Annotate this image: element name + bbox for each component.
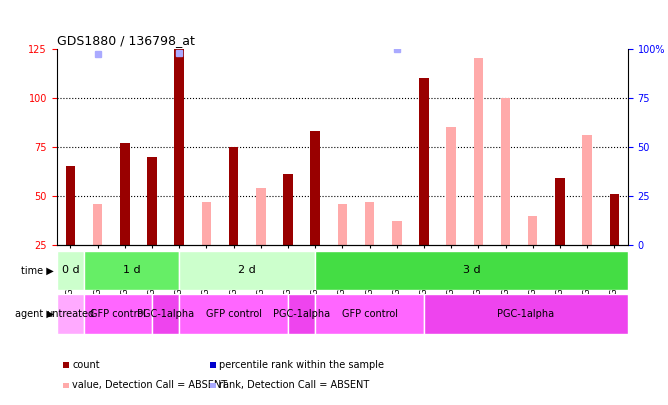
Text: GDS1880 / 136798_at: GDS1880 / 136798_at <box>57 34 194 47</box>
Text: GFP control: GFP control <box>206 309 262 319</box>
Text: rank, Detection Call = ABSENT: rank, Detection Call = ABSENT <box>219 380 369 390</box>
Bar <box>424 294 628 334</box>
Bar <box>365 202 374 245</box>
Bar <box>152 294 179 334</box>
Text: GFP control: GFP control <box>90 309 146 319</box>
Bar <box>174 49 184 245</box>
Bar <box>610 194 619 245</box>
Text: PGC-1alpha: PGC-1alpha <box>498 309 554 319</box>
Bar <box>337 204 347 245</box>
Bar <box>202 202 211 245</box>
Text: time ▶: time ▶ <box>21 265 53 275</box>
Bar <box>288 294 315 334</box>
Bar <box>528 215 538 245</box>
Bar <box>315 294 424 334</box>
Text: count: count <box>72 360 100 369</box>
Bar <box>420 78 429 245</box>
Bar <box>392 222 401 245</box>
Bar <box>446 127 456 245</box>
Text: PGC-1alpha: PGC-1alpha <box>273 309 330 319</box>
Bar <box>179 251 315 290</box>
Bar <box>283 174 293 245</box>
Bar <box>57 294 84 334</box>
Bar <box>256 188 265 245</box>
Text: percentile rank within the sample: percentile rank within the sample <box>219 360 384 369</box>
Bar <box>555 178 564 245</box>
Bar <box>93 204 102 245</box>
Bar <box>474 58 483 245</box>
Bar <box>179 294 288 334</box>
Bar <box>501 98 510 245</box>
Bar <box>315 251 628 290</box>
Text: agent ▶: agent ▶ <box>15 309 53 319</box>
Bar <box>120 143 130 245</box>
Text: 2 d: 2 d <box>238 265 256 275</box>
Text: 1 d: 1 d <box>123 265 140 275</box>
Text: PGC-1alpha: PGC-1alpha <box>137 309 194 319</box>
Text: 3 d: 3 d <box>463 265 480 275</box>
Text: 0 d: 0 d <box>61 265 79 275</box>
Bar <box>229 147 238 245</box>
Bar <box>147 157 157 245</box>
Bar <box>311 131 320 245</box>
Text: untreated: untreated <box>46 309 94 319</box>
Bar <box>582 135 592 245</box>
Text: value, Detection Call = ABSENT: value, Detection Call = ABSENT <box>72 380 227 390</box>
Bar <box>65 166 75 245</box>
Bar <box>84 251 179 290</box>
Text: GFP control: GFP control <box>341 309 397 319</box>
Bar <box>57 251 84 290</box>
Bar <box>84 294 152 334</box>
